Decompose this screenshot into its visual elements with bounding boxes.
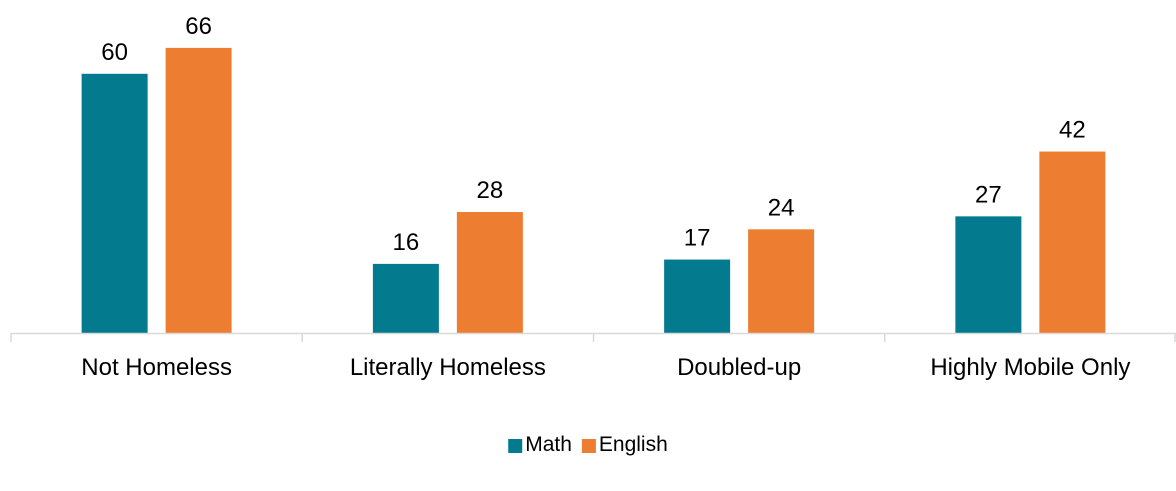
x-tick-label-literally-homeless: Literally Homeless (350, 354, 546, 381)
x-axis: Not Homeless Literally Homeless Doubled-up… (10, 332, 1176, 381)
legend: Math English (508, 433, 668, 456)
legend-item-math: Math (508, 433, 572, 456)
legend-item-english: English (581, 433, 668, 456)
bar-math-doubled-up (664, 259, 731, 333)
data-label-math-literally-homeless: 16 (393, 229, 420, 256)
x-tick-label-doubled-up: Doubled-up (677, 354, 801, 381)
legend-label-english: English (599, 433, 668, 456)
x-tick-label-highly-mobile-only: Highly Mobile Only (930, 354, 1130, 381)
data-label-english-doubled-up: 24 (768, 194, 795, 221)
data-label-english-highly-mobile-only: 42 (1059, 117, 1086, 144)
data-label-english-not-homeless: 66 (185, 13, 212, 40)
bar-math-literally-homeless (372, 263, 439, 333)
legend-label-math: Math (525, 433, 572, 456)
bar-english-not-homeless (165, 47, 232, 333)
data-label-english-literally-homeless: 28 (477, 177, 504, 204)
bar-math-not-homeless (81, 73, 148, 334)
data-label-math-highly-mobile-only: 27 (975, 181, 1002, 208)
bar-english-doubled-up (748, 229, 815, 333)
plot-area: 60 66 16 28 17 24 27 42 (81, 13, 1106, 334)
legend-swatch-english (581, 439, 596, 453)
x-tick-label-not-homeless: Not Homeless (81, 354, 232, 381)
data-label-math-doubled-up: 17 (684, 225, 711, 252)
bar-english-highly-mobile-only (1039, 151, 1106, 333)
data-label-math-not-homeless: 60 (101, 39, 128, 66)
bar-math-highly-mobile-only (955, 216, 1022, 333)
legend-swatch-math (508, 439, 523, 453)
bar-english-literally-homeless (456, 212, 523, 333)
